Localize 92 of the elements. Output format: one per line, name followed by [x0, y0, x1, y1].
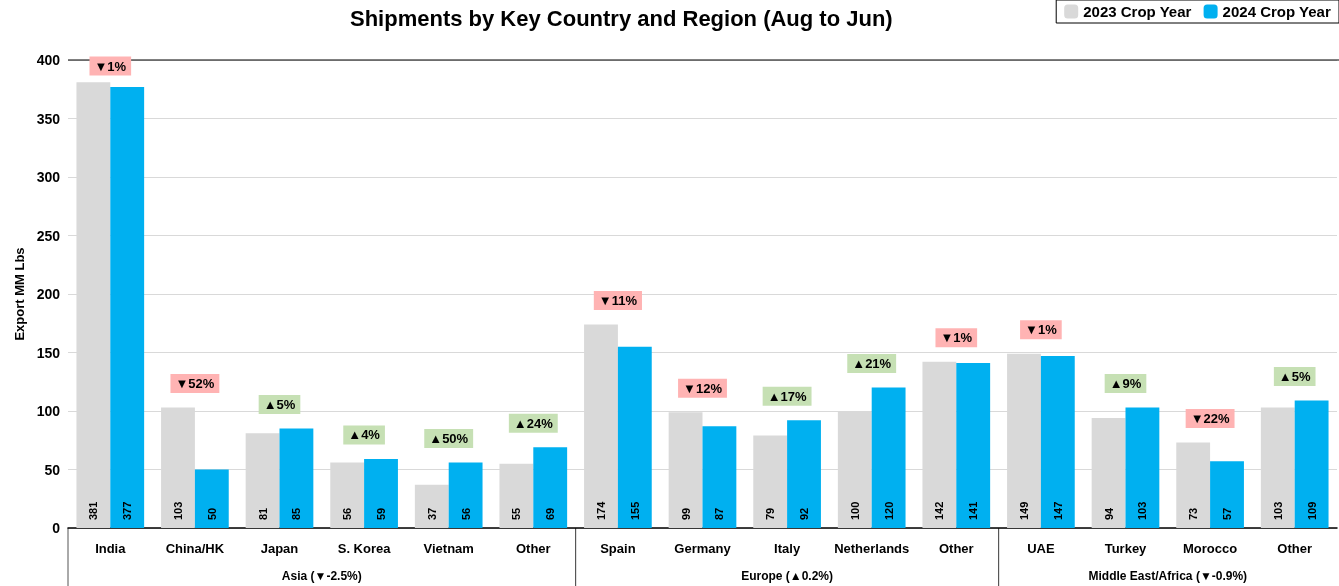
- bar: [617, 346, 652, 528]
- text: Asia (▼-2.5%): [281, 569, 362, 583]
- data-label: 87: [713, 507, 726, 520]
- bar: [533, 447, 568, 528]
- bar: [414, 484, 449, 528]
- bar: [110, 86, 145, 528]
- data-label: 120: [882, 501, 895, 520]
- data-label: 56: [341, 507, 354, 520]
- bar: [279, 428, 314, 528]
- annotation: ▼22%: [1190, 411, 1230, 427]
- y-tick-label: 350: [36, 110, 61, 127]
- x-tick-label: Spain: [600, 541, 636, 556]
- data-label: 155: [628, 501, 641, 520]
- data-label: 174: [594, 500, 607, 520]
- bar: [1210, 461, 1244, 528]
- bar: [1040, 356, 1075, 528]
- data-label: 50: [205, 507, 218, 520]
- data-label: 99: [679, 507, 692, 520]
- x-tick-label: Japan: [260, 541, 299, 556]
- data-label: 55: [510, 507, 523, 520]
- x-tick-label: Other: [515, 541, 551, 556]
- annotation: ▲50%: [429, 430, 469, 446]
- data-label: 147: [1051, 501, 1064, 520]
- x-tick-label: India: [95, 541, 127, 556]
- y-tick-label: 50: [44, 461, 61, 478]
- data-label: 69: [544, 507, 557, 520]
- data-label: 56: [459, 507, 472, 520]
- data-label: 37: [425, 507, 438, 520]
- x-tick-label: Italy: [774, 541, 801, 556]
- data-label: 59: [375, 507, 388, 520]
- annotation: ▼1%: [940, 330, 973, 346]
- annotation: ▼52%: [175, 375, 215, 391]
- x-tick-label: Other: [1277, 541, 1313, 556]
- data-label: 92: [798, 507, 811, 520]
- data-label: 85: [290, 507, 303, 520]
- data-label: 103: [1271, 501, 1284, 520]
- data-label: 73: [1187, 507, 1200, 520]
- y-tick-label: 250: [36, 227, 61, 244]
- annotation: ▲5%: [1278, 368, 1311, 384]
- annotation: ▼12%: [683, 380, 723, 396]
- data-label: 142: [933, 501, 946, 520]
- bar: [871, 387, 906, 528]
- data-label: 81: [256, 507, 269, 520]
- annotation: ▼11%: [598, 292, 638, 308]
- legend-label: 2023 Crop Year: [1083, 3, 1192, 20]
- data-label: 103: [171, 501, 184, 520]
- data-label: 94: [1102, 506, 1115, 520]
- x-tick-label: Turkey: [1104, 541, 1148, 556]
- y-tick-label: 100: [36, 403, 61, 419]
- bar: [702, 426, 737, 528]
- data-label: 377: [121, 501, 134, 520]
- text: Europe (▲0.2%): [741, 569, 834, 583]
- annotation: ▼1%: [94, 58, 127, 74]
- x-tick-label: Germany: [674, 541, 732, 556]
- x-tick-label: China/HK: [165, 541, 225, 556]
- annotation: ▲5%: [263, 397, 296, 413]
- y-axis-title: Export MM Lbs: [11, 247, 27, 341]
- data-label: 149: [1017, 501, 1030, 520]
- bar: [448, 462, 483, 528]
- data-label: 141: [967, 501, 980, 520]
- annotation: ▲21%: [852, 356, 892, 372]
- y-tick-label: 200: [36, 286, 61, 302]
- y-tick-label: 150: [36, 344, 61, 361]
- annotation: ▲24%: [513, 415, 554, 431]
- y-tick-label: 0: [52, 520, 61, 536]
- data-label: 57: [1221, 507, 1234, 520]
- annotation: ▲4%: [348, 427, 381, 443]
- bar: [1125, 407, 1160, 528]
- x-tick-label: Netherlands: [834, 541, 910, 556]
- chart-title: Shipments by Key Country and Region (Aug to Jun): [350, 5, 893, 31]
- x-tick-label: S. Korea: [337, 541, 392, 556]
- annotation: ▲9%: [1109, 375, 1142, 391]
- data-label: 381: [87, 501, 100, 520]
- legend-label: 2024 Crop Year: [1222, 3, 1331, 20]
- data-label: 100: [848, 501, 861, 520]
- x-tick-label: Other: [938, 541, 974, 556]
- bar: [364, 458, 398, 528]
- x-tick-label: UAE: [1027, 541, 1055, 556]
- data-label: 109: [1305, 501, 1318, 520]
- text: Middle East/Africa (▼-0.9%): [1088, 569, 1248, 583]
- x-tick-label: Vietnam: [423, 541, 474, 556]
- bar: [194, 469, 229, 528]
- annotation: ▲17%: [767, 388, 807, 404]
- bar: [787, 420, 821, 528]
- bar: [956, 363, 991, 528]
- data-label: 79: [764, 507, 777, 520]
- x-tick-label: Morocco: [1183, 541, 1238, 556]
- y-tick-label: 400: [36, 52, 61, 68]
- annotation: ▼1%: [1025, 322, 1058, 338]
- bar: [1294, 400, 1329, 528]
- data-label: 103: [1136, 501, 1149, 520]
- y-tick-label: 300: [36, 169, 61, 185]
